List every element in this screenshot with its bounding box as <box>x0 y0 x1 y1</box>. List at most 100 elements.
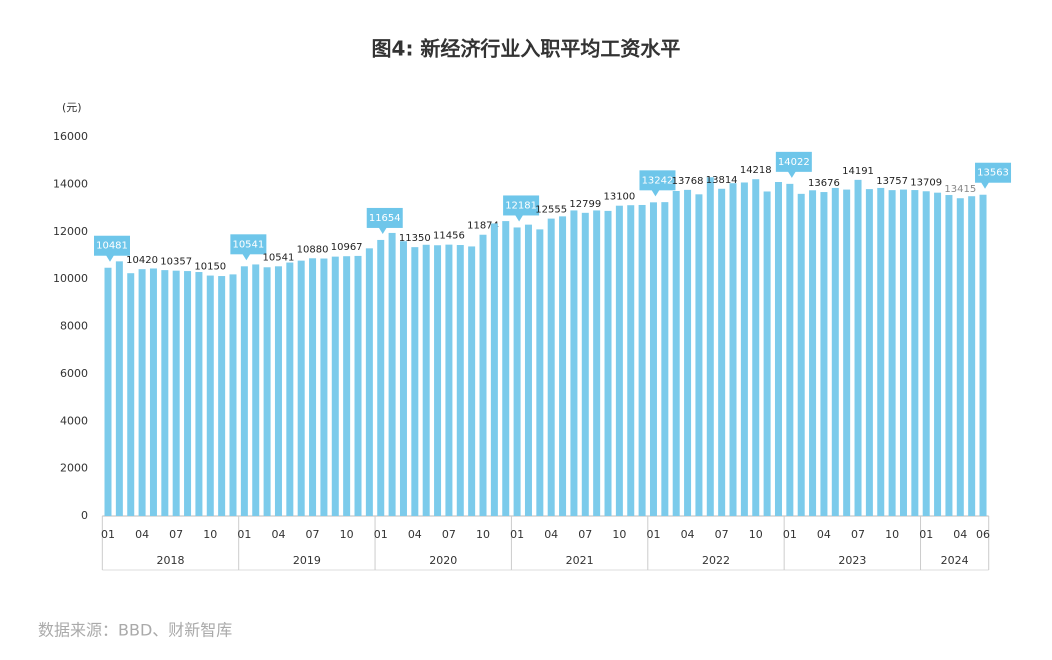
callout-pointer <box>787 171 796 178</box>
value-label: 13415 <box>944 184 976 195</box>
value-label: 10880 <box>297 244 329 255</box>
bar <box>320 258 328 516</box>
value-label: 13768 <box>672 176 704 187</box>
bar <box>195 272 203 516</box>
bar <box>956 198 964 517</box>
bar <box>434 245 442 516</box>
bar <box>877 187 885 516</box>
bar <box>524 224 532 517</box>
bar <box>365 248 373 517</box>
x-tick-label: 10 <box>885 528 899 541</box>
value-label: 11654 <box>369 213 401 224</box>
bar <box>274 266 282 516</box>
callout-box <box>230 234 267 255</box>
bar <box>559 216 567 516</box>
year-label: 2022 <box>702 554 730 567</box>
bar <box>115 261 123 516</box>
value-label: 14218 <box>740 165 772 176</box>
x-tick-label: 07 <box>442 528 456 541</box>
bar <box>206 275 214 516</box>
x-tick-label: 10 <box>476 528 490 541</box>
x-tick-label: 10 <box>203 528 217 541</box>
y-tick-label: 0 <box>81 509 88 522</box>
bar <box>411 247 419 516</box>
callout-box <box>775 151 812 172</box>
callout-box <box>94 235 130 256</box>
x-tick-label: 04 <box>544 528 558 541</box>
bar <box>797 193 805 516</box>
value-label: 13676 <box>808 178 840 189</box>
value-label: 10357 <box>160 257 192 268</box>
x-tick-label: 01 <box>510 528 524 541</box>
bar <box>604 210 612 516</box>
callout-pointer <box>651 189 660 197</box>
bar <box>149 268 157 516</box>
bar <box>695 194 703 517</box>
bar <box>309 258 317 516</box>
y-tick-label: 16000 <box>53 130 88 143</box>
bar <box>638 204 646 516</box>
bar <box>774 182 782 516</box>
bar <box>843 189 851 516</box>
bar <box>615 205 623 516</box>
bar <box>661 202 669 516</box>
bar <box>888 190 896 517</box>
x-tick-label: 07 <box>306 528 320 541</box>
bar <box>945 195 953 517</box>
bar <box>934 192 942 516</box>
bar <box>263 267 271 516</box>
bar <box>809 190 817 516</box>
callout-box <box>975 162 1012 183</box>
x-tick-label: 10 <box>612 528 626 541</box>
bar <box>445 244 453 517</box>
year-label: 2024 <box>941 554 969 567</box>
year-label: 2019 <box>293 554 321 567</box>
bar <box>763 191 771 516</box>
bar <box>399 241 407 516</box>
bar <box>786 183 794 516</box>
x-tick-label: 04 <box>135 528 149 541</box>
callout-pointer <box>378 227 387 234</box>
x-tick-label: 01 <box>101 528 115 541</box>
bar <box>104 267 112 516</box>
bar <box>172 270 180 516</box>
x-tick-label: 06 <box>976 528 990 541</box>
x-tick-label: 04 <box>271 528 285 541</box>
bar <box>513 227 521 516</box>
bar <box>547 218 555 516</box>
bar <box>490 223 498 516</box>
bar <box>354 255 362 516</box>
value-label: 13563 <box>977 168 1009 179</box>
bar <box>752 179 760 516</box>
y-tick-label: 6000 <box>60 367 88 380</box>
value-label: 13814 <box>706 175 738 186</box>
y-tick-label: 4000 <box>60 414 88 427</box>
x-tick-label: 01 <box>783 528 797 541</box>
bar <box>820 192 828 516</box>
bar <box>968 196 976 516</box>
value-label: 10541 <box>232 239 264 250</box>
value-label: 10481 <box>96 241 128 252</box>
value-label: 13242 <box>642 175 674 186</box>
value-label: 14022 <box>778 157 810 168</box>
x-tick-label: 07 <box>169 528 183 541</box>
x-tick-label: 04 <box>817 528 831 541</box>
bar <box>865 189 873 517</box>
callout-box <box>503 195 540 216</box>
bar <box>854 179 862 516</box>
bar <box>899 189 907 516</box>
value-label: 13709 <box>910 177 942 188</box>
bar <box>388 232 396 516</box>
bar <box>229 274 237 516</box>
bar <box>240 266 248 516</box>
y-tick-label: 14000 <box>53 177 88 190</box>
bar <box>729 183 737 517</box>
year-label: 2020 <box>429 554 457 567</box>
value-label: 10420 <box>126 255 158 266</box>
bar <box>627 205 635 516</box>
x-tick-label: 01 <box>646 528 660 541</box>
x-tick-label: 01 <box>919 528 933 541</box>
y-unit: (元) <box>62 101 82 114</box>
callout-pointer <box>981 182 990 189</box>
